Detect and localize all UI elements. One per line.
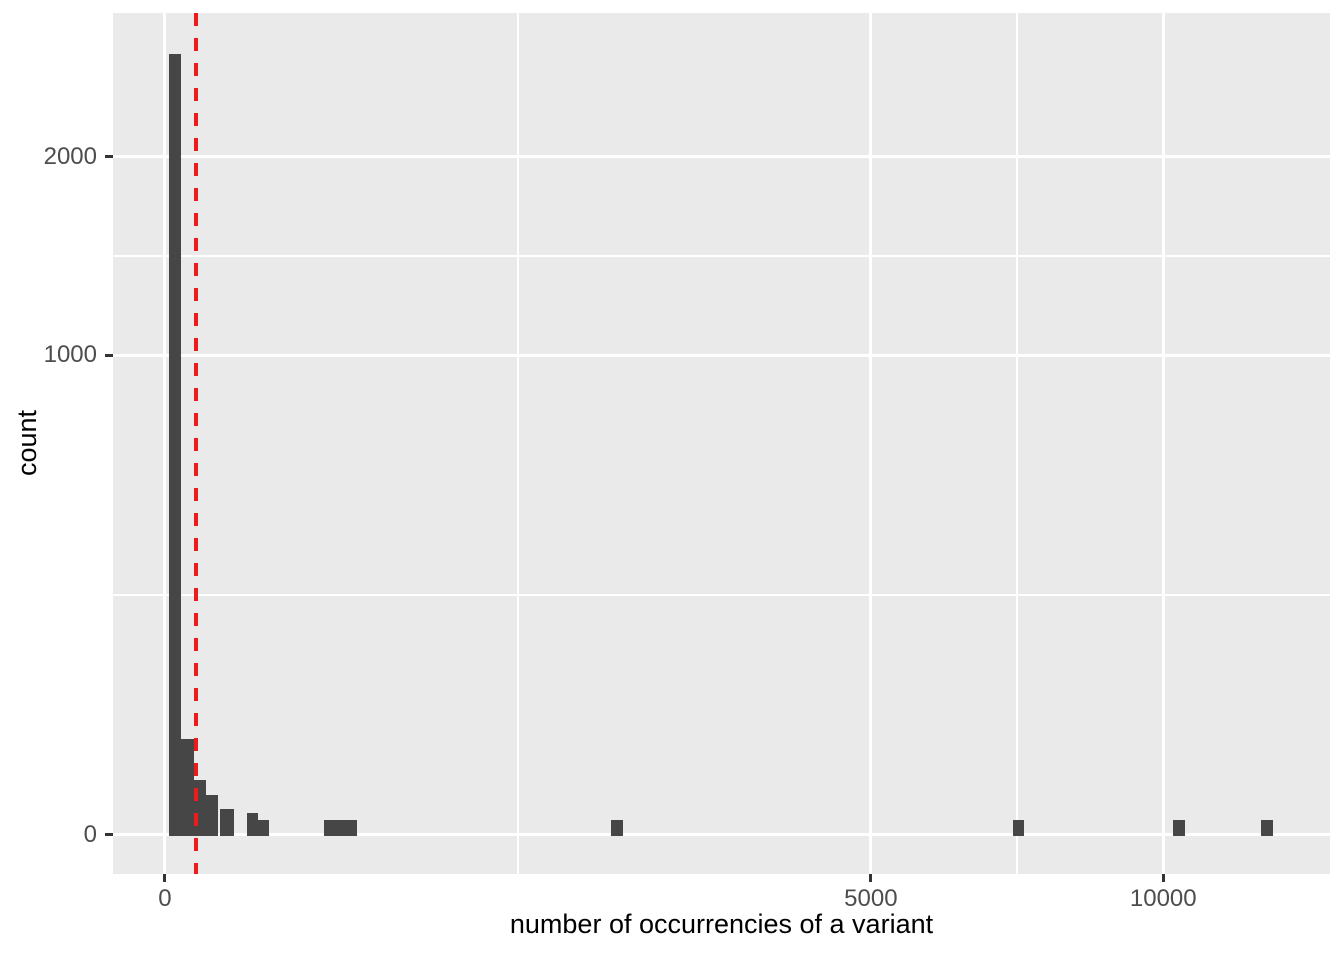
y-major-gridline: [113, 353, 1330, 357]
histogram-bar: [1012, 819, 1025, 837]
plot-panel: [113, 13, 1330, 874]
histogram-bar: [169, 54, 182, 837]
y-tick-label: 0: [83, 820, 97, 848]
x-tick-mark: [1161, 874, 1165, 882]
x-tick-mark: [869, 874, 873, 882]
x-minor-gridline: [516, 13, 519, 874]
x-tick-label: 0: [158, 885, 172, 912]
y-tick-mark: [105, 833, 113, 837]
y-tick-label: 1000: [43, 341, 97, 369]
x-tick-label: 10000: [1129, 885, 1197, 912]
y-tick-mark: [105, 155, 113, 159]
histogram-bar: [181, 738, 194, 837]
histogram-bar: [1173, 819, 1186, 837]
x-major-gridline: [869, 13, 873, 874]
threshold-vline: [194, 13, 199, 874]
y-major-gridline: [113, 833, 1330, 837]
x-major-gridline: [163, 13, 167, 874]
histogram-bar: [246, 813, 258, 837]
x-major-gridline: [1161, 13, 1165, 874]
y-minor-gridline: [113, 255, 1330, 258]
x-minor-gridline: [1016, 13, 1019, 874]
y-axis-title: count: [12, 409, 42, 477]
histogram-bar: [205, 794, 218, 837]
histogram-bar: [610, 819, 623, 837]
histogram-bar: [219, 808, 234, 837]
x-tick-label: 5000: [844, 885, 898, 912]
y-tick-mark: [105, 353, 113, 357]
histogram-bar: [257, 819, 270, 837]
histogram-bar: [1261, 819, 1274, 837]
histogram-bar: [323, 819, 357, 837]
y-major-gridline: [113, 155, 1330, 159]
histogram-bar: [193, 780, 206, 837]
y-minor-gridline: [113, 594, 1330, 597]
y-tick-label: 2000: [43, 142, 97, 170]
x-tick-mark: [163, 874, 167, 882]
x-axis-title: number of occurrencies of a variant: [509, 909, 934, 939]
